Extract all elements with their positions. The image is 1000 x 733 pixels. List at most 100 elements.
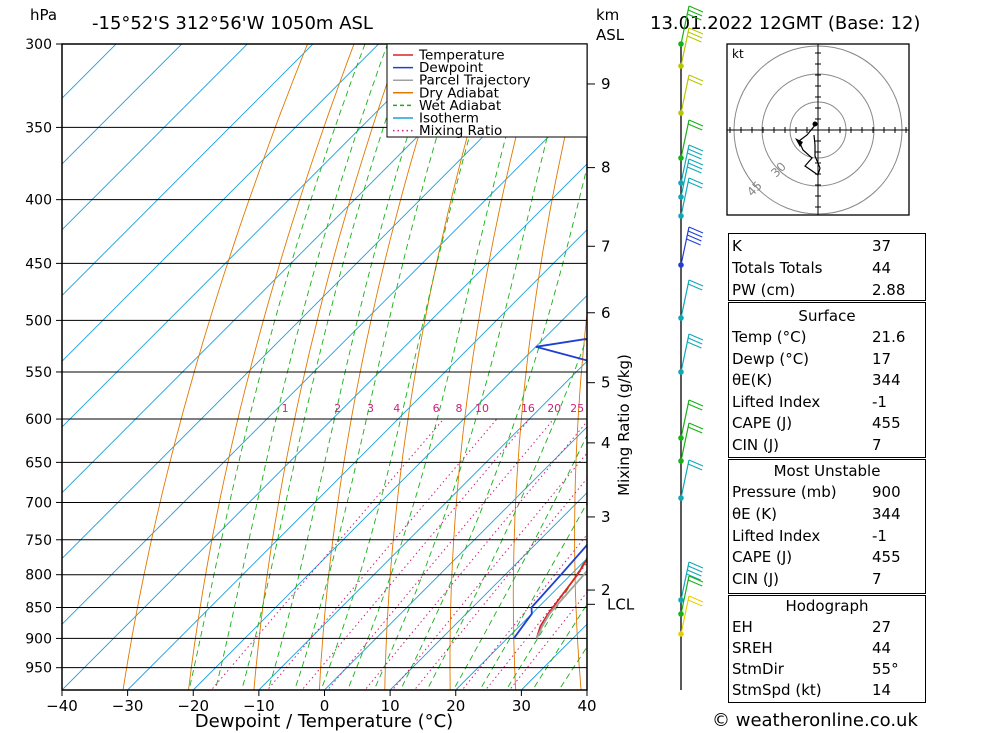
index-value: -1 (872, 393, 887, 411)
temperature-tick-label: 10 (381, 697, 400, 715)
isotherm-line (62, 163, 587, 690)
height-tick-label: 7 (601, 237, 611, 255)
dry-adiabat-line (634, 7, 688, 696)
hodograph-row: StmDir 55° (728, 660, 926, 682)
wind-barb-staff (680, 279, 690, 319)
wind-profile (678, 5, 704, 690)
x-axis-label: Dewpoint / Temperature (°C) (195, 711, 453, 732)
wind-barb-flag (687, 166, 702, 174)
height-tick-label: LCL (607, 595, 635, 613)
legend-label: Isotherm (419, 111, 479, 127)
pressure-tick-label: 350 (25, 120, 52, 136)
datetime-label: 13.01.2022 12GMT (Base: 12) (650, 13, 920, 34)
wind-barb-flag (688, 226, 704, 234)
temperature-tick-label: 30 (512, 697, 531, 715)
wind-barb-staff (680, 226, 690, 266)
index-value: 900 (872, 483, 901, 501)
height-asl-label: ASL (596, 26, 625, 44)
isotherm-line (324, 426, 587, 690)
wind-barb-staff (680, 5, 690, 45)
mixing-ratio-line (391, 452, 587, 690)
hodograph-row: StmSpd (kt) 14 (728, 681, 926, 703)
temperature-tick-label: −20 (177, 697, 209, 715)
wind-barb-flag (688, 158, 704, 166)
index-label: K (732, 237, 742, 255)
hodograph-trace (798, 123, 821, 176)
wind-barb-flag (686, 238, 701, 246)
index-label: EH (732, 618, 753, 636)
wind-barb-staff (680, 74, 690, 114)
legend-label: Dewpoint (419, 60, 483, 76)
height-tick-label: 8 (601, 159, 611, 177)
wind-barb-flag (688, 459, 704, 467)
isotherm-line (258, 360, 587, 690)
wind-barb-staff (680, 333, 690, 373)
storm-motion-marker (795, 138, 803, 147)
wind-barb-flag (687, 337, 703, 345)
index-label: CAPE (J) (732, 414, 793, 432)
isotherm-line (62, 44, 314, 297)
indices-box-general (728, 233, 926, 301)
index-value: 14 (872, 681, 892, 699)
pressure-tick-label: 550 (25, 365, 52, 381)
most-unstable-row: Lifted Index -1 (728, 527, 926, 549)
pressure-unit-label: hPa (30, 6, 57, 24)
wind-barb-staff (680, 575, 690, 615)
index-label: CIN (J) (732, 436, 780, 454)
wind-barb-flag (687, 341, 702, 349)
surface-row: Temp (°C) 21.6 (728, 328, 926, 350)
index-row-totals: Totals Totals 44 (728, 259, 926, 281)
wind-barb-staff (680, 595, 690, 635)
isotherm-line (62, 44, 183, 165)
wind-barb-flag (687, 123, 703, 131)
wind-barb-flag (688, 595, 704, 603)
wind-barb-flag (686, 573, 701, 581)
location-title: -15°52'S 312°56'W 1050m ASL (92, 13, 373, 34)
surface-row: CIN (J) 7 (728, 436, 926, 458)
temperature-tick-label: −10 (243, 697, 275, 715)
height-tick-label: 9 (601, 75, 611, 93)
watermark: © weatheronline.co.uk (712, 710, 918, 731)
mixing-ratio-label: 1 (282, 402, 289, 415)
dry-adiabat-line (574, 309, 587, 690)
wind-barb-flag (687, 569, 702, 577)
index-value: 7 (872, 570, 882, 588)
wind-barb-flag (687, 31, 703, 39)
index-label: Dewp (°C) (732, 350, 810, 368)
index-label: θE(K) (732, 371, 773, 389)
mixing-ratio-line (326, 418, 555, 690)
background-lines (62, 7, 1000, 696)
dry-adiabat-line (956, 7, 1000, 696)
indices-box-hodograph (728, 595, 926, 703)
wind-barb-staff (680, 27, 690, 67)
index-label: Lifted Index (732, 393, 821, 411)
index-label: CAPE (J) (732, 548, 793, 566)
isotherm-line (62, 44, 445, 428)
index-row-pw: PW (cm) 2.88 (728, 281, 926, 303)
pressure-tick-label: 750 (25, 533, 52, 549)
temperature-tick-label: 20 (446, 697, 465, 715)
indices-box-surface (728, 302, 926, 458)
wet-adiabat-line (479, 502, 587, 690)
wind-barb-flag (688, 333, 704, 341)
wind-barb-flag (687, 463, 703, 471)
wind-barb-staff (680, 177, 690, 217)
legend-label: Temperature (418, 48, 505, 64)
height-tick-label: 3 (601, 508, 611, 526)
pressure-tick-label: 850 (25, 601, 52, 617)
most-unstable-row: Pressure (mb) 900 (728, 483, 926, 505)
most-unstable-row: CIN (J) 7 (728, 570, 926, 592)
index-value: 455 (872, 548, 901, 566)
index-label: StmSpd (kt) (732, 681, 822, 699)
mixing-ratio-label: 16 (521, 402, 535, 415)
index-label: θE (K) (732, 505, 777, 523)
index-label: Totals Totals (732, 259, 823, 277)
index-value: 344 (872, 371, 901, 389)
series-temperature (535, 557, 587, 639)
wind-barb-staff (680, 459, 690, 499)
index-value: 44 (872, 639, 892, 657)
pressure-tick-label: 650 (25, 455, 52, 471)
wind-barb-flag (687, 78, 703, 86)
surface-row: CAPE (J) 455 (728, 414, 926, 436)
